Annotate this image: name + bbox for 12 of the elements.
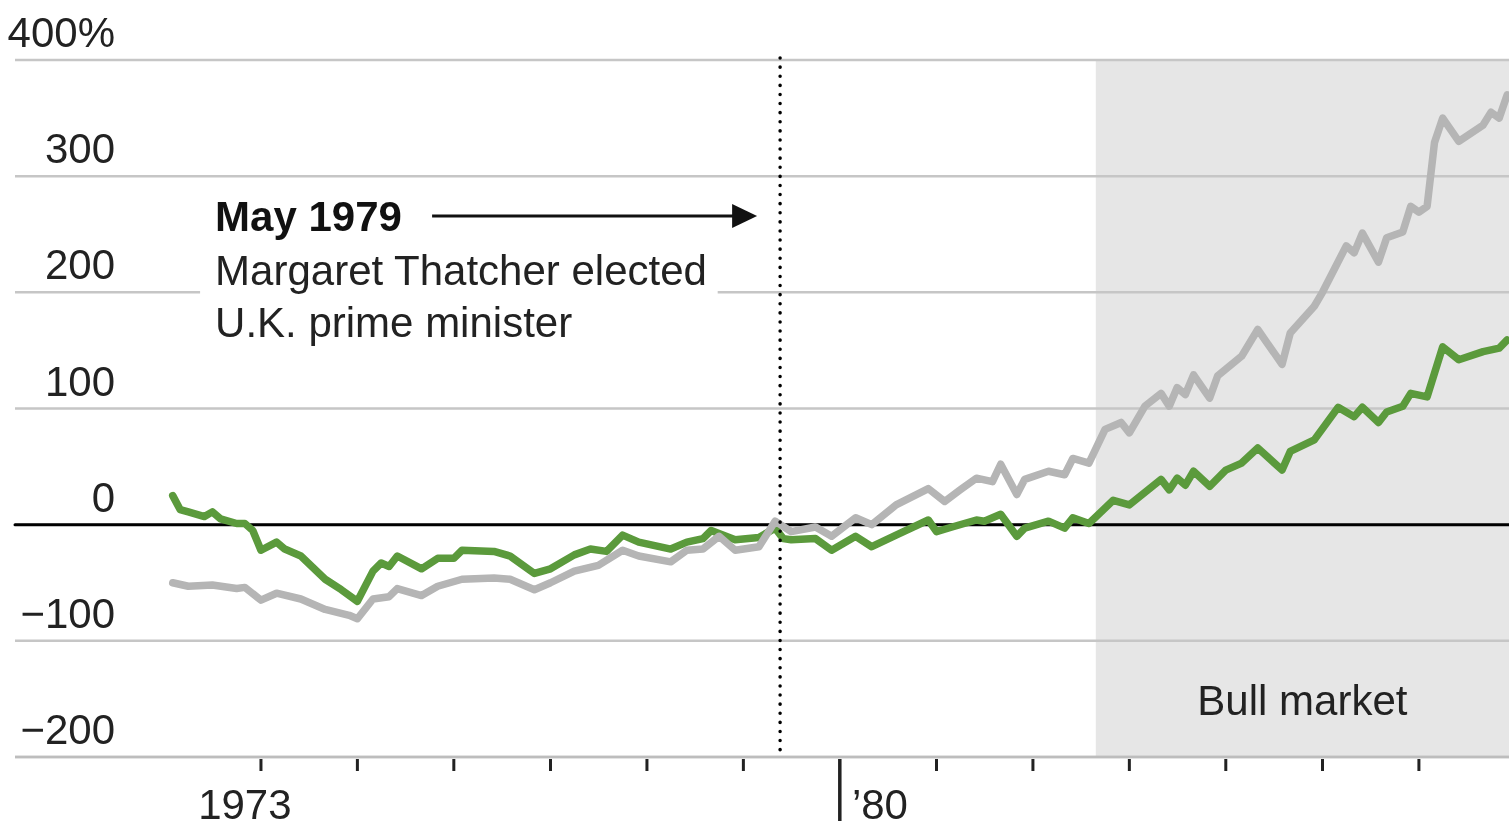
x-tick-label: ’80 xyxy=(851,781,908,827)
y-tick-label: 0 xyxy=(91,473,115,521)
y-tick-label: 300 xyxy=(44,125,115,173)
y-tick-label: 400% xyxy=(7,9,115,56)
band-label: Bull market xyxy=(1197,677,1408,724)
y-tick-label: −100 xyxy=(20,589,115,637)
x-tick-label: 1973 xyxy=(198,781,292,827)
y-tick-label: 200 xyxy=(44,241,115,289)
y-tick-label: −200 xyxy=(20,706,115,753)
y-tick-label: 100 xyxy=(44,357,115,405)
ref-line-label: May 1979 xyxy=(215,193,402,240)
annotation: Margaret Thatcher elected U.K. prime minister xyxy=(215,247,707,346)
